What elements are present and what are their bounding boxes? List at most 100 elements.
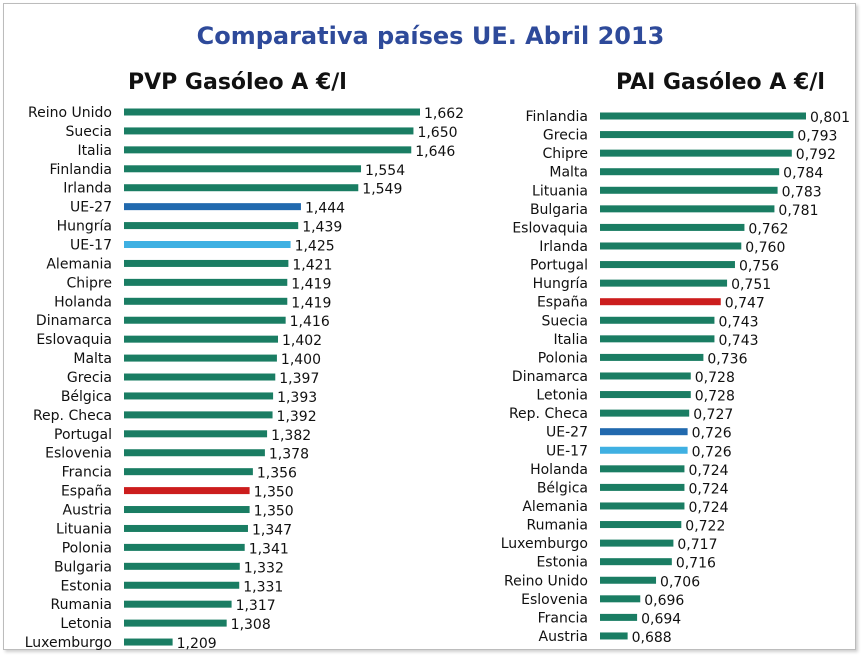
pai-bar-suecia bbox=[600, 316, 715, 324]
pai-bar-finlandia bbox=[600, 112, 806, 120]
pvp-category-label-alemania: Alemania bbox=[46, 256, 112, 272]
pai-bar-luxemburgo bbox=[600, 539, 674, 547]
pvp-bar-belgica bbox=[124, 392, 274, 400]
pvp-value-label-ue-17: 1,425 bbox=[295, 239, 335, 255]
pai-category-label-francia: Francia bbox=[538, 610, 588, 626]
pai-value-label-malta: 0,784 bbox=[783, 166, 823, 182]
pai-category-label-italia: Italia bbox=[553, 332, 588, 348]
pvp-bar-suecia bbox=[124, 127, 414, 135]
pvp-value-label-francia: 1,356 bbox=[257, 466, 297, 482]
pai-category-label-ue-17: UE-17 bbox=[546, 443, 588, 459]
pai-bar-hungria bbox=[600, 279, 728, 287]
pai-value-label-holanda: 0,724 bbox=[688, 463, 728, 479]
pai-bar-belgica bbox=[600, 483, 685, 491]
pai-value-label-irlanda: 0,760 bbox=[745, 240, 785, 256]
pai-bar-chipre bbox=[600, 149, 792, 157]
pai-category-label-estonia: Estonia bbox=[536, 555, 588, 571]
pvp-bar-holanda bbox=[124, 297, 288, 305]
pai-bar-ue-17 bbox=[600, 446, 688, 454]
pvp-bar-ue-17 bbox=[124, 241, 291, 249]
pvp-value-label-chipre: 1,419 bbox=[291, 276, 331, 292]
pai-value-label-reino-unido: 0,706 bbox=[660, 574, 700, 590]
pvp-value-label-polonia: 1,341 bbox=[249, 541, 289, 557]
pai-category-label-irlanda: Irlanda bbox=[539, 239, 588, 255]
pai-bar-bulgaria bbox=[600, 205, 775, 213]
pai-category-label-finlandia: Finlandia bbox=[526, 109, 589, 125]
pai-bar-lituania bbox=[600, 186, 778, 194]
pai-category-label-suecia: Suecia bbox=[541, 313, 588, 329]
pai-category-label-reino-unido: Reino Unido bbox=[504, 573, 588, 589]
pvp-value-label-espana: 1,350 bbox=[254, 485, 294, 501]
pai-bar-rumania bbox=[600, 521, 682, 529]
pai-bar-eslovaquia bbox=[600, 223, 745, 231]
pvp-bar-chipre bbox=[124, 278, 288, 286]
pai-value-label-finlandia: 0,801 bbox=[810, 110, 850, 126]
pai-bar-reino-unido bbox=[600, 576, 657, 584]
pai-category-label-ue-27: UE-27 bbox=[546, 425, 588, 441]
pvp-category-label-polonia: Polonia bbox=[62, 540, 112, 556]
pai-bar-austria bbox=[600, 632, 628, 640]
pai-category-label-polonia: Polonia bbox=[538, 350, 588, 366]
pvp-category-label-estonia: Estonia bbox=[60, 578, 112, 594]
pvp-category-label-belgica: Bélgica bbox=[61, 389, 112, 405]
pai-bar-italia bbox=[600, 335, 715, 343]
pvp-value-label-italia: 1,646 bbox=[415, 144, 455, 160]
pvp-bar-eslovaquia bbox=[124, 335, 279, 343]
pai-category-label-bulgaria: Bulgaria bbox=[530, 202, 588, 218]
pai-value-label-portugal: 0,756 bbox=[739, 259, 779, 275]
pvp-bar-hungria bbox=[124, 222, 299, 230]
pai-bar-dinamarca bbox=[600, 372, 691, 380]
pvp-category-label-lituania: Lituania bbox=[56, 521, 112, 537]
pvp-category-label-rumania: Rumania bbox=[50, 597, 112, 613]
pvp-bar-bulgaria bbox=[124, 562, 240, 570]
pai-value-label-chipre: 0,792 bbox=[796, 147, 836, 163]
pai-category-label-chipre: Chipre bbox=[543, 146, 589, 162]
pai-value-label-rumania: 0,722 bbox=[685, 519, 725, 535]
pvp-value-label-alemania: 1,421 bbox=[292, 257, 332, 273]
pvp-category-label-austria: Austria bbox=[63, 503, 112, 519]
pvp-bar-italia bbox=[124, 146, 412, 154]
pai-category-label-lituania: Lituania bbox=[532, 183, 588, 199]
pvp-category-label-grecia: Grecia bbox=[67, 370, 112, 386]
pvp-category-label-irlanda: Irlanda bbox=[63, 181, 112, 197]
chart-frame bbox=[3, 3, 856, 650]
pai-category-label-luxemburgo: Luxemburgo bbox=[501, 536, 588, 552]
pai-category-label-rep-checa: Rep. Checa bbox=[509, 406, 588, 422]
pvp-value-label-grecia: 1,397 bbox=[279, 371, 319, 387]
left-chart-title: PVP Gasóleo A €/l bbox=[128, 70, 347, 95]
pvp-value-label-luxemburgo: 1,209 bbox=[177, 636, 217, 652]
pai-value-label-dinamarca: 0,728 bbox=[695, 370, 735, 386]
pvp-bar-eslovenia bbox=[124, 449, 265, 457]
pvp-bar-francia bbox=[124, 468, 253, 476]
pai-value-label-alemania: 0,724 bbox=[688, 500, 728, 516]
pai-bar-polonia bbox=[600, 353, 704, 361]
pai-bar-eslovenia bbox=[600, 595, 641, 603]
pvp-bar-rumania bbox=[124, 600, 232, 608]
pai-value-label-rep-checa: 0,727 bbox=[693, 407, 733, 423]
pvp-value-label-belgica: 1,393 bbox=[277, 390, 317, 406]
pvp-category-label-ue-17: UE-17 bbox=[70, 238, 112, 254]
pvp-value-label-lituania: 1,347 bbox=[252, 522, 292, 538]
pai-bar-grecia bbox=[600, 131, 794, 139]
pvp-bar-grecia bbox=[124, 373, 276, 381]
pai-bar-rep-checa bbox=[600, 409, 690, 417]
pvp-value-label-letonia: 1,308 bbox=[231, 617, 271, 633]
pvp-category-label-reino-unido: Reino Unido bbox=[28, 105, 112, 121]
pai-category-label-grecia: Grecia bbox=[543, 128, 588, 144]
pai-value-label-eslovaquia: 0,762 bbox=[748, 221, 788, 237]
pvp-bar-austria bbox=[124, 506, 250, 514]
pvp-bar-alemania bbox=[124, 259, 289, 267]
pvp-value-label-austria: 1,350 bbox=[254, 504, 294, 520]
right-chart-title: PAI Gasóleo A €/l bbox=[616, 70, 825, 95]
pai-category-label-letonia: Letonia bbox=[536, 388, 588, 404]
pvp-category-label-hungria: Hungría bbox=[57, 219, 112, 235]
pai-value-label-eslovenia: 0,696 bbox=[644, 593, 684, 609]
pai-bar-espana bbox=[600, 298, 721, 306]
pai-value-label-ue-17: 0,726 bbox=[692, 444, 732, 460]
pvp-category-label-letonia: Letonia bbox=[60, 616, 112, 632]
pvp-value-label-irlanda: 1,549 bbox=[362, 182, 402, 198]
pvp-value-label-dinamarca: 1,416 bbox=[290, 314, 330, 330]
pai-value-label-ue-27: 0,726 bbox=[692, 426, 732, 442]
